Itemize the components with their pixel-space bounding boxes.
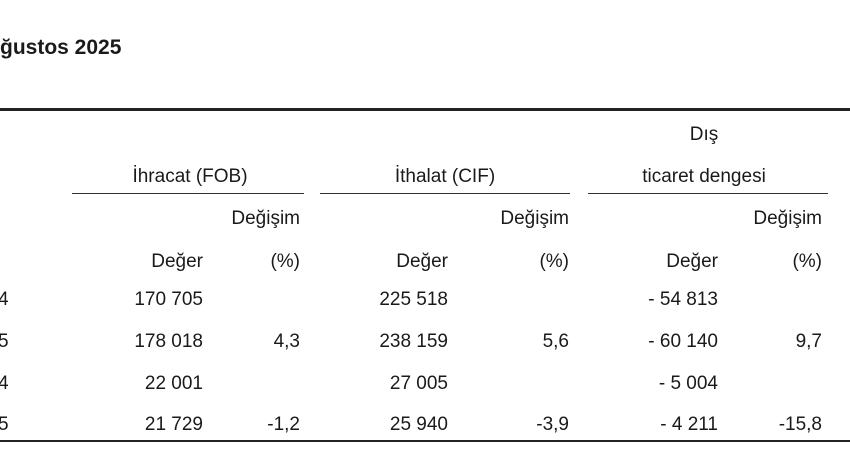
- row-stub: 4: [0, 373, 9, 394]
- export-group-underline: [72, 193, 304, 194]
- export-change-header: Değişim: [231, 208, 300, 229]
- balance-value-cell: - 60 140: [648, 331, 718, 352]
- import-value-cell: 225 518: [379, 289, 448, 310]
- row-stub: 4: [0, 289, 9, 310]
- balance-value-header: Değer: [666, 251, 718, 272]
- export-value-cell: 178 018: [134, 331, 203, 352]
- import-value-cell: 25 940: [389, 414, 448, 435]
- import-change-cell: -3,9: [536, 414, 569, 435]
- row-stub: 5: [0, 331, 9, 352]
- import-change-header: Değişim: [500, 208, 569, 229]
- balance-value-cell: - 5 004: [658, 373, 718, 394]
- balance-group-header-line1: Dış: [689, 124, 719, 145]
- export-change-cell: -1,2: [267, 414, 300, 435]
- import-change-cell: 5,6: [542, 331, 569, 352]
- export-value-header: Değer: [151, 251, 203, 272]
- balance-change-cell: 9,7: [795, 331, 822, 352]
- import-group-underline: [320, 193, 570, 194]
- table-title: ğustos 2025: [0, 36, 122, 59]
- balance-value-cell: - 54 813: [648, 289, 718, 310]
- import-percent-header: (%): [539, 251, 569, 272]
- bottom-rule: [0, 440, 850, 442]
- balance-change-header: Değişim: [753, 208, 822, 229]
- export-value-cell: 22 001: [144, 373, 203, 394]
- import-value-header: Değer: [396, 251, 448, 272]
- import-value-cell: 238 159: [379, 331, 448, 352]
- top-rule: [0, 108, 850, 111]
- balance-group-underline: [588, 193, 828, 194]
- export-change-cell: 4,3: [273, 331, 300, 352]
- export-value-cell: 170 705: [134, 289, 203, 310]
- balance-group-header-line2: ticaret dengesi: [642, 166, 766, 187]
- balance-percent-header: (%): [792, 251, 822, 272]
- import-group-header: İthalat (CIF): [394, 166, 496, 187]
- balance-value-cell: - 4 211: [660, 414, 718, 435]
- balance-change-cell: -15,8: [778, 414, 822, 435]
- row-stub: 5: [0, 414, 9, 435]
- export-percent-header: (%): [270, 251, 300, 272]
- import-value-cell: 27 005: [389, 373, 448, 394]
- export-group-header: İhracat (FOB): [132, 166, 248, 187]
- export-value-cell: 21 729: [144, 414, 203, 435]
